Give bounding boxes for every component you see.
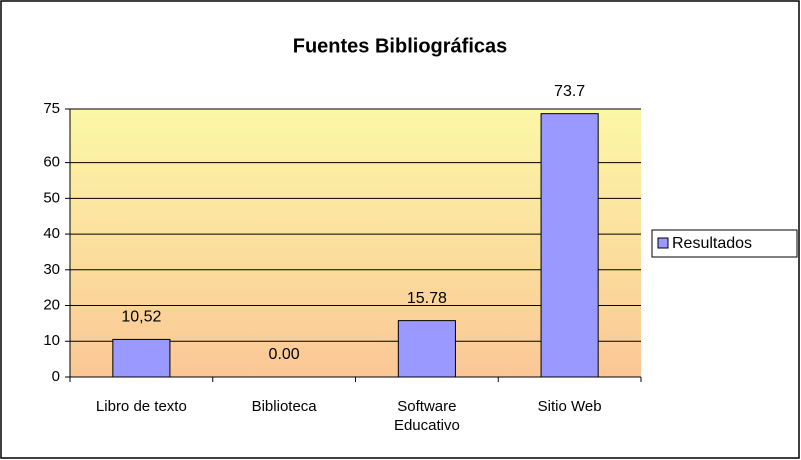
y-tick-label: 30 [43,261,60,278]
y-tick-label: 40 [43,225,60,242]
bar [540,113,599,378]
x-tick-label: Libro de texto [95,398,187,415]
data-label: 15.78 [407,290,447,307]
y-tick-label: 75 [43,100,60,117]
legend-swatch [657,237,669,249]
bar [397,320,456,378]
x-tick-label: Biblioteca [251,398,317,415]
legend-box [651,229,798,258]
y-tick-label: 50 [43,189,60,206]
legend-label: Resultados [672,235,752,252]
y-tick-label: 0 [52,368,60,385]
x-tick-label: Software Educativo [393,398,460,434]
chart-title: Fuentes Bibliográficas [293,35,508,57]
data-label: 0.00 [269,346,300,363]
x-tick-label: Sitio Web [537,398,602,415]
data-label: 10,52 [121,309,161,326]
y-tick-label: 60 [43,154,60,171]
y-tick-label: 10 [43,332,60,349]
y-tick-label: 20 [43,297,60,314]
data-label: 73.7 [554,83,585,100]
bar [112,338,171,378]
